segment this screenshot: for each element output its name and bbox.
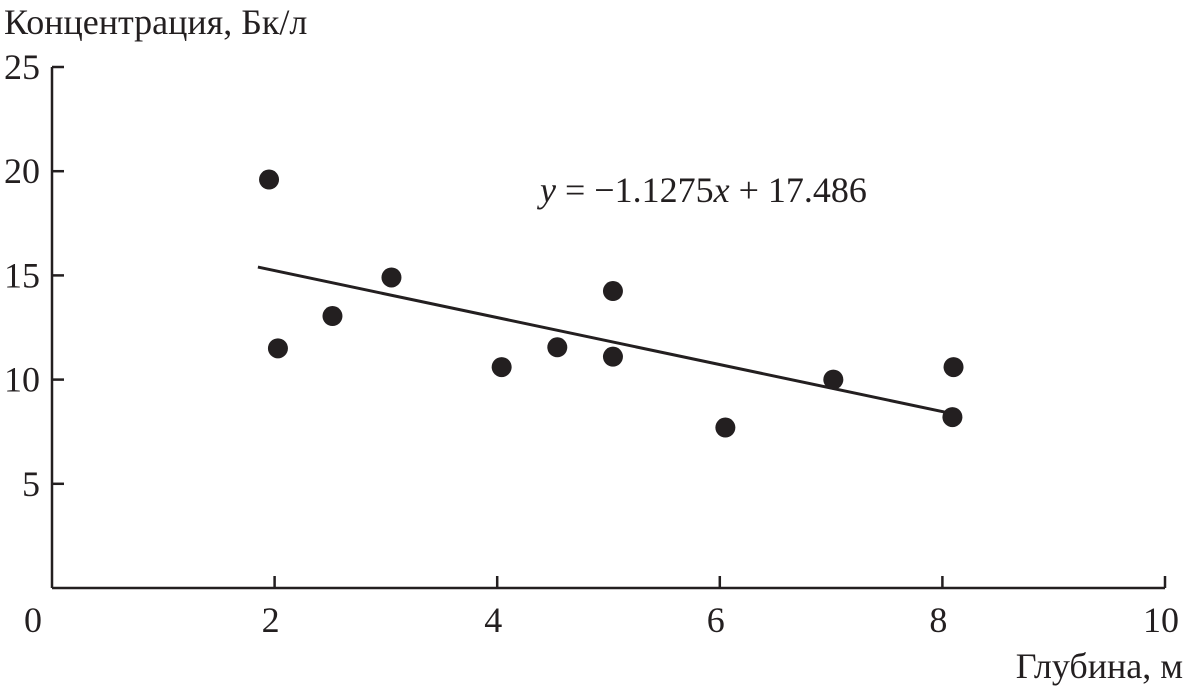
- equation-x: x: [713, 170, 730, 210]
- data-point: [491, 357, 512, 378]
- data-point: [267, 338, 288, 359]
- data-point: [547, 337, 568, 358]
- data-point: [381, 267, 402, 288]
- tick-labels: 0 2 4 6 8 10 5 10 15 20 25: [4, 47, 1179, 640]
- x-tick-label: 4: [484, 600, 502, 640]
- data-point: [715, 417, 736, 438]
- x-tick-label: 0: [24, 600, 42, 640]
- equation-tail: + 17.486: [730, 170, 867, 210]
- y-tick-label: 25: [4, 47, 40, 87]
- y-axis-label: Концентрация, Бк/л: [4, 2, 307, 42]
- axes: [50, 65, 1167, 590]
- x-axis-label: Глубина, м: [1016, 646, 1183, 686]
- data-points: [259, 169, 964, 438]
- trend-equation: y = −1.1275x + 17.486: [537, 170, 867, 210]
- y-tick-label: 5: [22, 464, 40, 504]
- x-tick-label: 6: [707, 600, 725, 640]
- x-tick-label: 8: [929, 600, 947, 640]
- data-point: [942, 407, 963, 428]
- data-point: [259, 169, 280, 190]
- x-tick-label: 10: [1143, 600, 1179, 640]
- x-tick-label: 2: [262, 600, 280, 640]
- data-point: [943, 357, 964, 378]
- data-point: [602, 281, 623, 302]
- equation-mid: = −1.1275: [556, 170, 714, 210]
- data-point: [602, 346, 623, 367]
- y-tick-label: 20: [4, 151, 40, 191]
- equation-y: y: [537, 170, 556, 210]
- y-tick-label: 15: [4, 255, 40, 295]
- y-tick-label: 10: [4, 360, 40, 400]
- data-point: [322, 306, 343, 327]
- data-point: [823, 369, 844, 390]
- trend-line: [257, 265, 954, 416]
